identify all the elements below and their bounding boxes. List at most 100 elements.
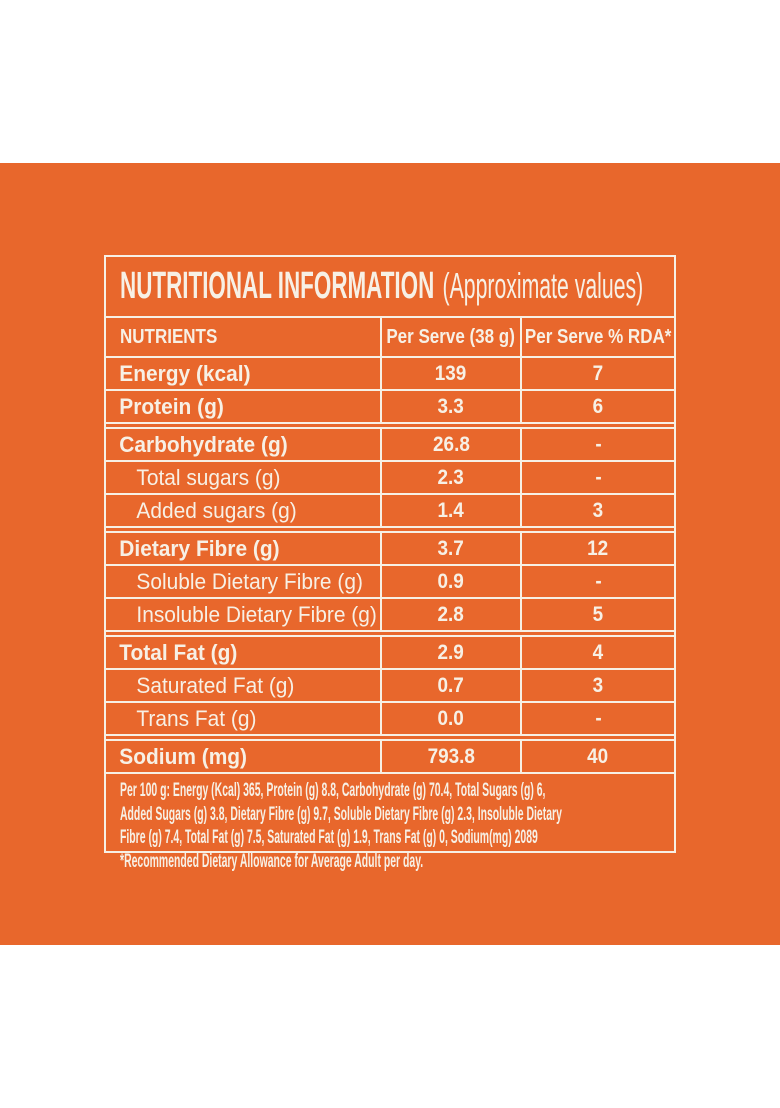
header-label-nutrients: NUTRIENTS (120, 325, 218, 348)
rda-value: - (594, 465, 602, 489)
nutrient-cell: Energy (kcal) (106, 358, 380, 389)
table-row: Added sugars (g) 1.4 3 (106, 493, 674, 526)
rda-value: 12 (587, 536, 609, 560)
rda-cell: - (520, 566, 674, 597)
rda-value: - (594, 706, 602, 730)
per-serve-value: 793.8 (427, 744, 475, 768)
nutrient-name: Added sugars (g) (136, 497, 297, 523)
rda-cell: 3 (520, 670, 674, 701)
footnote-block: Per 100 g: Energy (Kcal) 365, Protein (g… (106, 772, 674, 873)
orange-label-panel: NUTRITIONAL INFORMATION (Approximate val… (0, 163, 780, 945)
nutrient-name: Total sugars (g) (136, 464, 281, 490)
rda-value: - (594, 432, 602, 456)
rda-value: 40 (587, 744, 609, 768)
per-serve-value: 3.7 (437, 536, 465, 560)
nutrient-cell: Insoluble Dietary Fibre (g) (106, 599, 380, 630)
table-row: Insoluble Dietary Fibre (g) 2.8 5 (106, 597, 674, 630)
header-cell-per-serve-rda: Per Serve % RDA* (520, 318, 674, 356)
table-header-row: NUTRIENTS Per Serve (38 g) Per Serve % R… (106, 316, 674, 356)
nutrient-cell: Sodium (mg) (106, 741, 380, 772)
footnote-line: Per 100 g: Energy (Kcal) 365, Protein (g… (120, 780, 546, 801)
nutrient-name: Insoluble Dietary Fibre (g) (136, 601, 377, 627)
footnote-line: *Recommended Dietary Allowance for Avera… (120, 850, 424, 872)
rda-value: - (594, 569, 602, 593)
per-serve-value: 0.0 (437, 706, 465, 730)
nutrient-name: Soluble Dietary Fibre (g) (136, 568, 363, 594)
rda-cell: - (520, 462, 674, 493)
rda-value: 3 (592, 498, 604, 522)
nutrition-title-note: (Approximate values) (442, 265, 644, 306)
header-cell-per-serve: Per Serve (38 g) (380, 318, 520, 356)
rda-cell: - (520, 429, 674, 460)
table-row: Saturated Fat (g) 0.7 3 (106, 668, 674, 701)
nutrient-cell: Trans Fat (g) (106, 703, 380, 734)
rda-cell: 3 (520, 495, 674, 526)
nutrition-table-frame: NUTRITIONAL INFORMATION (Approximate val… (104, 255, 676, 872)
nutrient-cell: Dietary Fibre (g) (106, 533, 380, 564)
per-serve-value: 3.3 (437, 394, 465, 418)
nutrient-name: Protein (g) (119, 393, 224, 419)
per-serve-value: 139 (435, 361, 467, 385)
per-serve-cell: 139 (380, 358, 520, 389)
rda-cell: - (520, 703, 674, 734)
rda-cell: 4 (520, 637, 674, 668)
per-serve-value: 2.3 (437, 465, 465, 489)
nutrient-cell: Saturated Fat (g) (106, 670, 380, 701)
table-row: Carbohydrate (g) 26.8 - (106, 422, 674, 460)
nutrition-title: NUTRITIONAL INFORMATION (120, 265, 435, 307)
table-row: Total Fat (g) 2.9 4 (106, 630, 674, 668)
per-serve-cell: 0.0 (380, 703, 520, 734)
per-serve-cell: 3.3 (380, 391, 520, 422)
header-label-per-serve-rda: Per Serve % RDA* (524, 325, 672, 348)
per-serve-value: 26.8 (432, 432, 470, 456)
per-serve-cell: 26.8 (380, 429, 520, 460)
per-serve-value: 2.8 (437, 602, 465, 626)
nutrient-cell: Carbohydrate (g) (106, 429, 380, 460)
nutrient-cell: Total Fat (g) (106, 637, 380, 668)
header-cell-nutrients: NUTRIENTS (106, 318, 380, 356)
nutrient-name: Energy (kcal) (119, 360, 251, 386)
rda-cell: 5 (520, 599, 674, 630)
nutrient-name: Carbohydrate (g) (119, 431, 288, 457)
nutrient-name: Saturated Fat (g) (136, 672, 295, 698)
per-serve-cell: 793.8 (380, 741, 520, 772)
table-row: Protein (g) 3.3 6 (106, 389, 674, 422)
rda-cell: 40 (520, 741, 674, 772)
rda-value: 7 (592, 361, 604, 385)
header-label-per-serve: Per Serve (38 g) (386, 325, 516, 348)
nutrient-cell: Total sugars (g) (106, 462, 380, 493)
per-serve-cell: 3.7 (380, 533, 520, 564)
rda-value: 3 (592, 673, 604, 697)
rda-value: 4 (592, 640, 604, 664)
table-row: Total sugars (g) 2.3 - (106, 460, 674, 493)
nutrient-cell: Added sugars (g) (106, 495, 380, 526)
nutrient-cell: Protein (g) (106, 391, 380, 422)
table-row: Energy (kcal) 139 7 (106, 356, 674, 389)
per-serve-cell: 2.8 (380, 599, 520, 630)
footnote-line: Added Sugars (g) 3.8, Dietary Fibre (g) … (120, 803, 562, 825)
table-body: Energy (kcal) 139 7 Protein (g) 3.3 6 Carbohyd… (106, 356, 674, 772)
nutrient-name: Dietary Fibre (g) (119, 535, 280, 561)
nutrition-title-block: NUTRITIONAL INFORMATION (Approximate val… (106, 257, 674, 316)
table-row: Soluble Dietary Fibre (g) 0.9 - (106, 564, 674, 597)
nutrient-name: Trans Fat (g) (136, 705, 257, 731)
rda-cell: 12 (520, 533, 674, 564)
per-serve-value: 2.9 (437, 640, 465, 664)
per-serve-cell: 0.9 (380, 566, 520, 597)
per-serve-value: 0.7 (437, 673, 465, 697)
table-row: Trans Fat (g) 0.0 - (106, 701, 674, 734)
per-serve-cell: 2.3 (380, 462, 520, 493)
footnote-line: Fibre (g) 7.4, Total Fat (g) 7.5, Satura… (120, 827, 538, 848)
rda-cell: 7 (520, 358, 674, 389)
per-serve-cell: 1.4 (380, 495, 520, 526)
nutrient-name: Sodium (mg) (119, 743, 248, 769)
rda-cell: 6 (520, 391, 674, 422)
nutrient-name: Total Fat (g) (119, 639, 238, 665)
per-serve-cell: 0.7 (380, 670, 520, 701)
table-row: Sodium (mg) 793.8 40 (106, 734, 674, 772)
nutrient-cell: Soluble Dietary Fibre (g) (106, 566, 380, 597)
rda-value: 6 (592, 394, 604, 418)
per-serve-cell: 2.9 (380, 637, 520, 668)
table-row: Dietary Fibre (g) 3.7 12 (106, 526, 674, 564)
